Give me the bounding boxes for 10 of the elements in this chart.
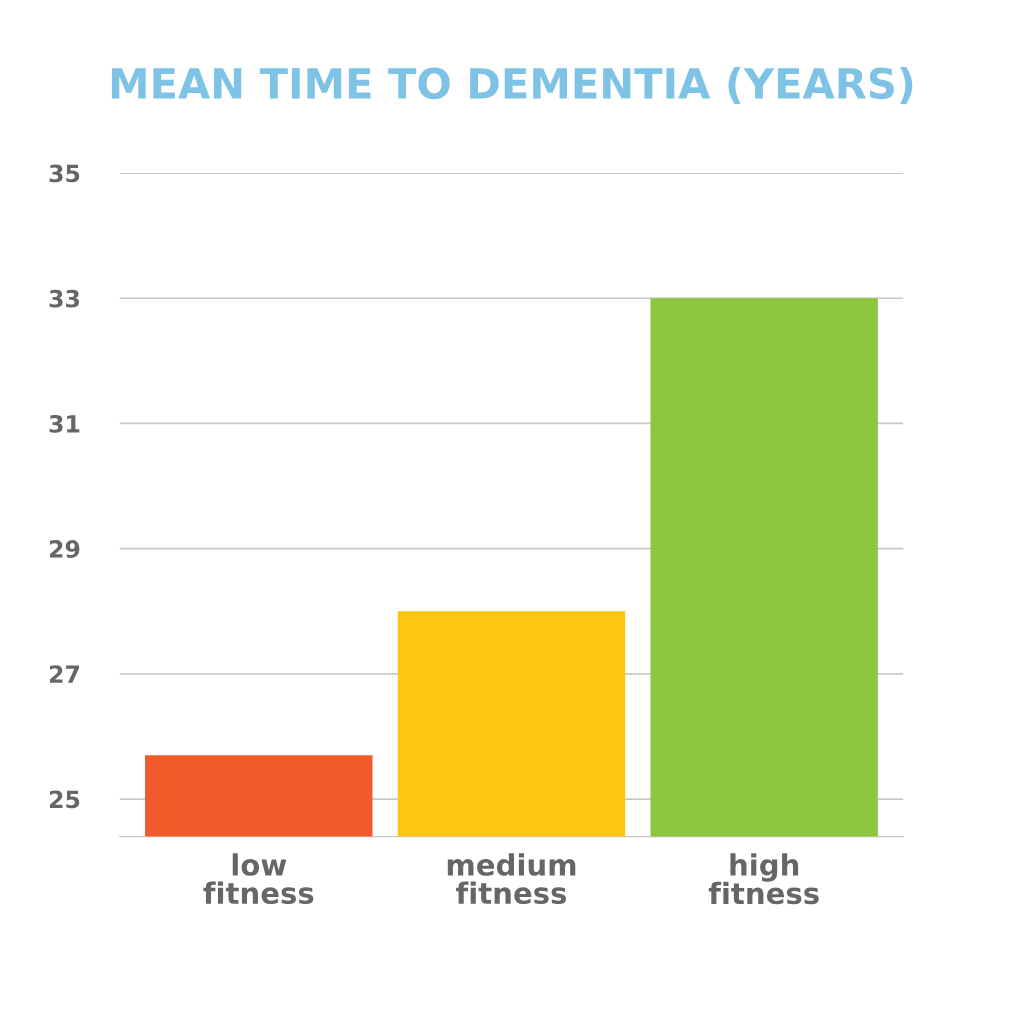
y-tick-label: 27: [49, 665, 80, 683]
y-tick-label: 29: [49, 540, 80, 558]
y-tick-label: 25: [49, 790, 80, 809]
y-tick-label: 31: [49, 414, 80, 433]
y-tick-label: 35: [49, 164, 80, 183]
x-tick-label: medium fitness: [447, 853, 576, 905]
x-tick-label: low fitness: [203, 853, 314, 905]
x-tick-label: high fitness: [708, 853, 819, 905]
chart-title: MEAN TIME TO DEMENTIA (YEARS): [111, 66, 913, 105]
y-tick-label: 33: [49, 289, 80, 308]
